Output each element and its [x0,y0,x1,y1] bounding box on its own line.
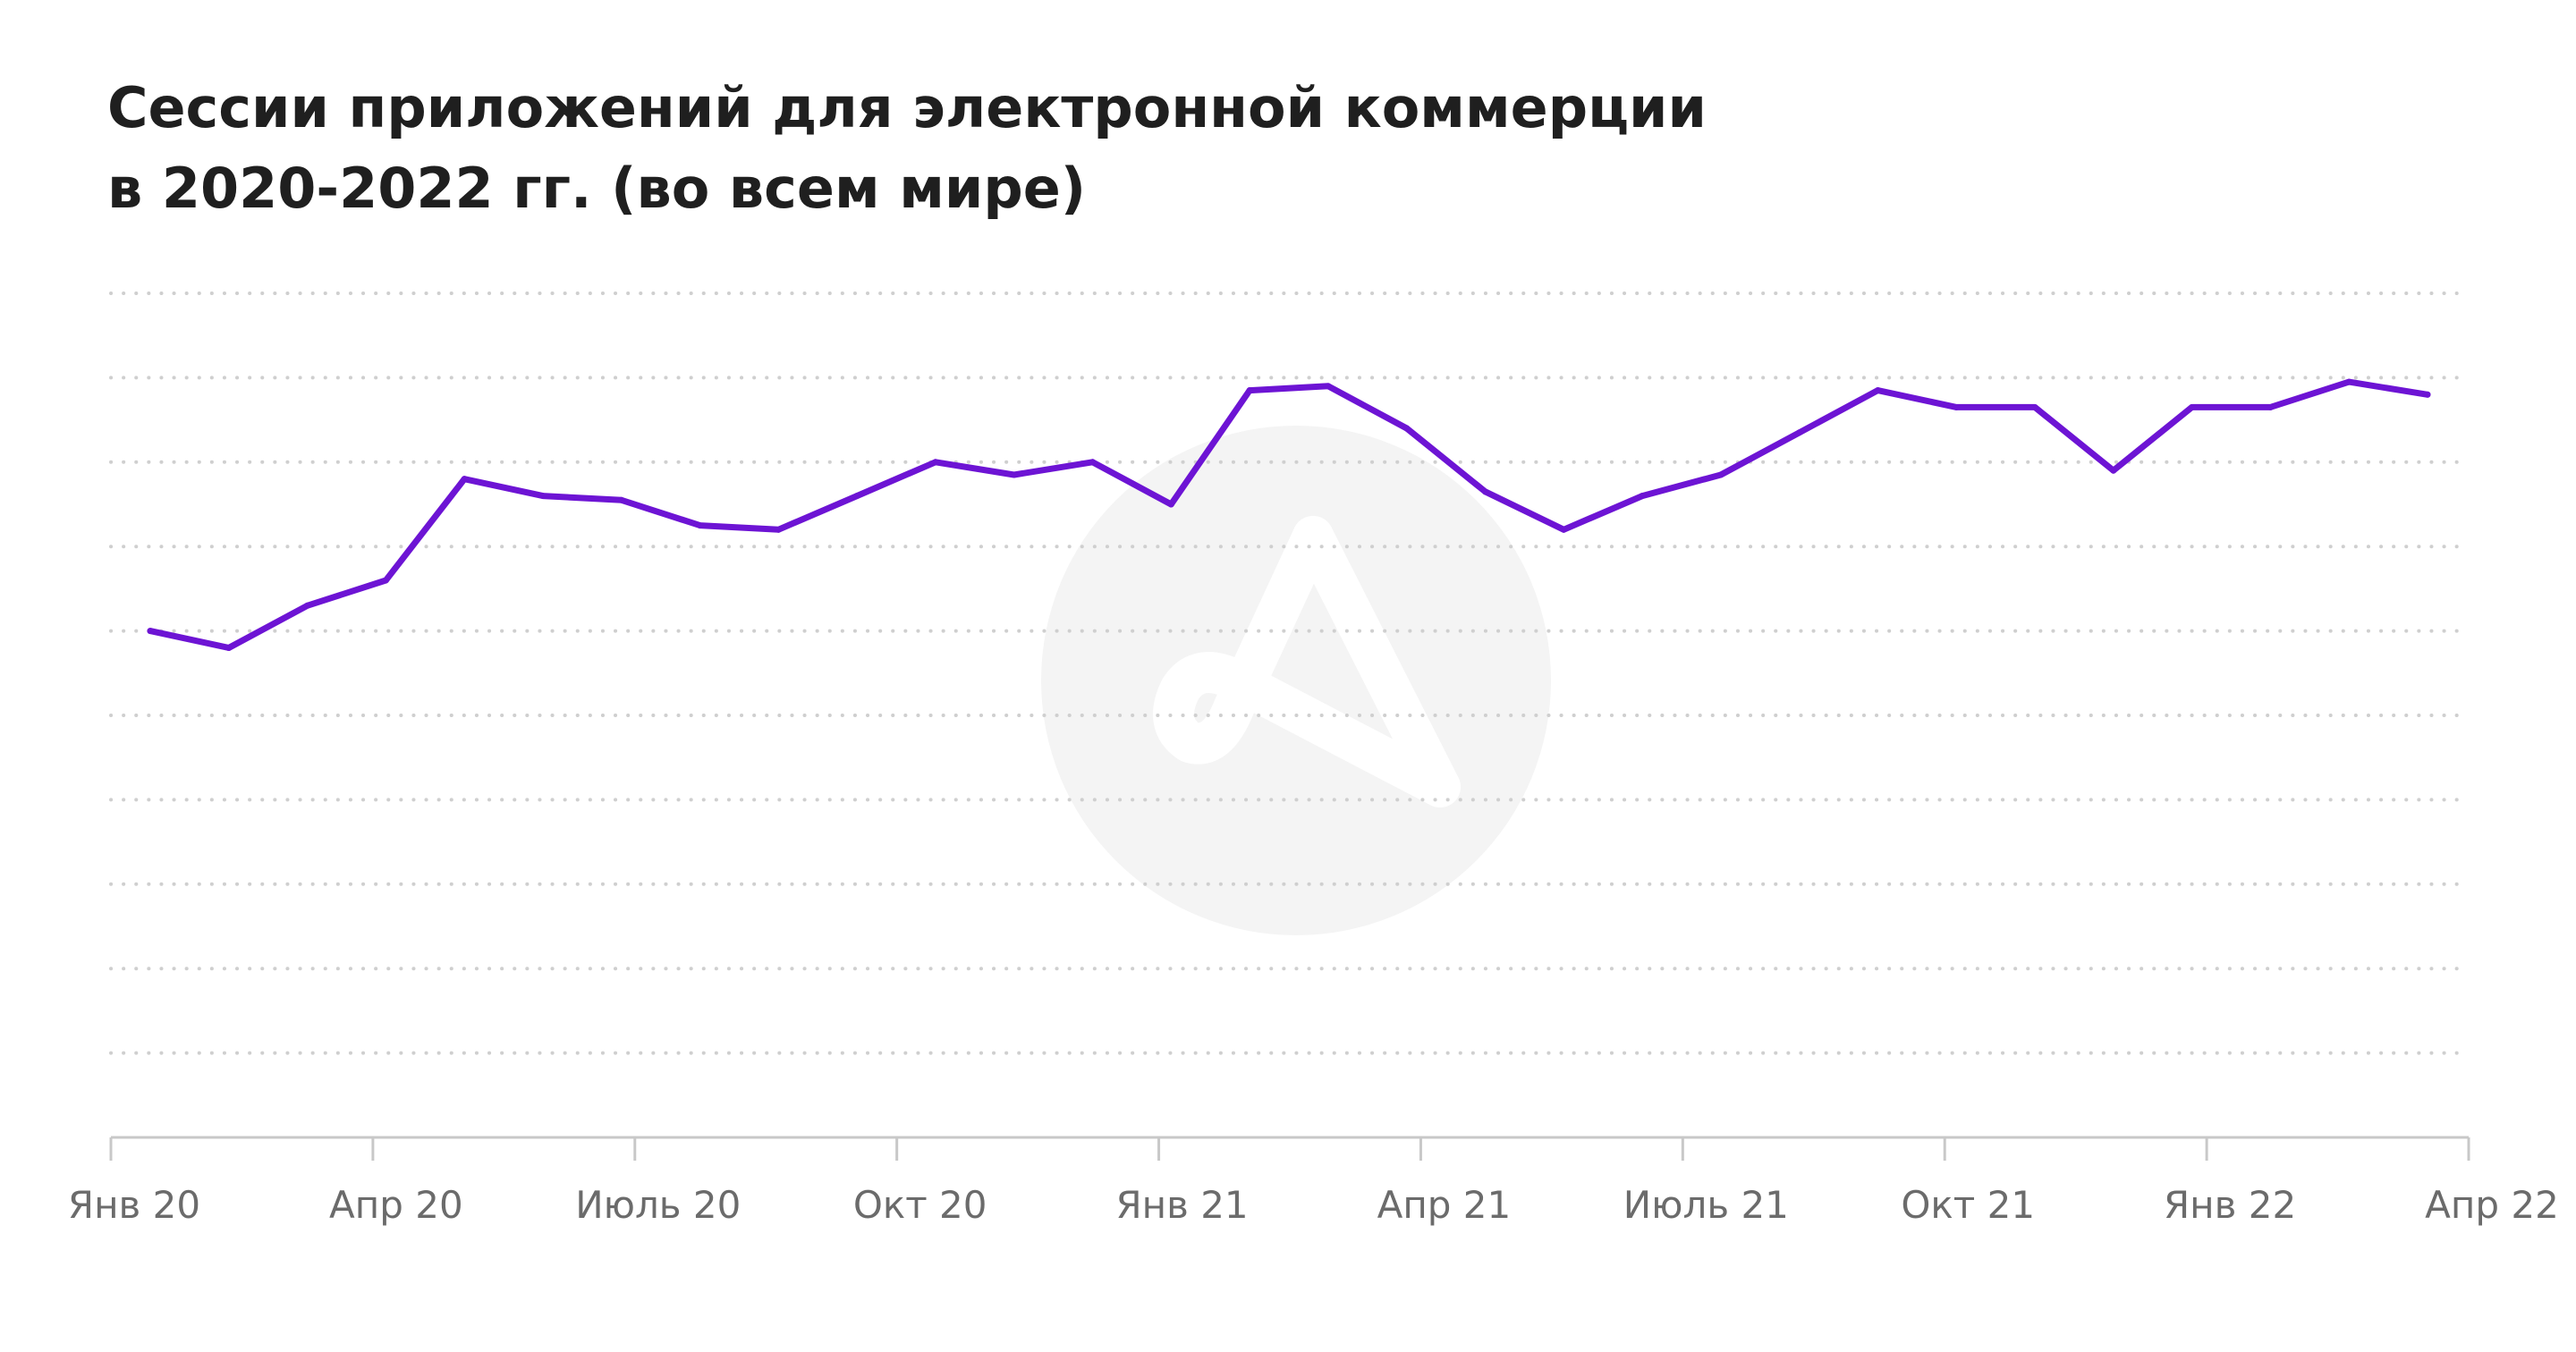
data-point [775,526,782,533]
data-point [932,459,939,466]
data-point [2424,391,2431,398]
series-line [147,378,2431,651]
data-point [1560,526,1567,533]
x-tick-label: Апр 22 [2425,1183,2559,1227]
data-point [1167,501,1174,508]
data-point [2267,403,2274,410]
data-point [2031,403,2038,410]
data-point [1325,383,1332,390]
data-point [1246,387,1253,394]
data-point [461,476,468,483]
data-point [1717,471,1724,478]
x-tick-label: Янв 22 [2164,1183,2296,1227]
data-point [618,496,625,503]
data-point [2189,403,2196,410]
data-point [1089,459,1097,466]
x-tick-label: Июль 21 [1623,1183,1789,1227]
data-point [2110,467,2117,474]
data-point [225,644,233,651]
data-point [1403,425,1411,432]
data-point [1796,429,1803,436]
data-point [697,522,704,529]
x-tick-label: Янв 21 [1115,1183,1248,1227]
data-point [853,493,860,500]
x-tick-label: Окт 21 [1901,1183,2035,1227]
x-tick-label: Июль 20 [575,1183,741,1227]
data-point [1639,493,1646,500]
data-point [304,602,311,609]
chart-title-line-1: Сессии приложений для электронной коммер… [107,75,1707,140]
x-axis: Янв 20 Апр 20 Июль 20 Окт 20 Янв 21 Апр 21 Июл… [68,1136,2559,1227]
data-point [1874,387,1881,394]
data-point [1011,471,1018,478]
x-tick-label: Апр 21 [1377,1183,1512,1227]
x-tick-label: Апр 20 [329,1183,463,1227]
series-layer [147,378,2431,651]
data-point [382,577,389,584]
data-point [2345,378,2352,385]
data-point [539,493,547,500]
data-point [1953,403,1960,410]
chart-title: Сессии приложений для электронной коммер… [107,68,2254,229]
x-tick-label: Янв 20 [68,1183,200,1227]
x-tick-label: Окт 20 [853,1183,987,1227]
data-point [147,628,154,635]
brand-logo-watermark-icon [1041,426,1551,935]
chart-title-line-2: в 2020-2022 гг. (во всем мире) [107,156,1087,221]
data-point [1481,488,1488,495]
